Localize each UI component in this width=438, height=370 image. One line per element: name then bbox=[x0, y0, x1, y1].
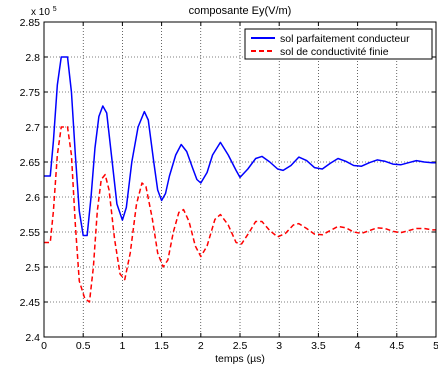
x-tick-label: 2 bbox=[198, 340, 204, 352]
legend-label-series-2: sol de conductivité finie bbox=[280, 46, 389, 58]
x-tick-label: 2.5 bbox=[233, 340, 248, 352]
y-tick-label: 2.45 bbox=[20, 297, 41, 309]
x-tick-label: 1.5 bbox=[154, 340, 169, 352]
y-tick-label: 2.65 bbox=[20, 157, 41, 169]
y-tick-label: 2.85 bbox=[20, 17, 41, 29]
x-tick-label: 3 bbox=[276, 340, 282, 352]
y-tick-label: 2.75 bbox=[20, 87, 41, 99]
y-tick-label: 2.6 bbox=[25, 192, 40, 204]
y-tick-label: 2.7 bbox=[25, 122, 40, 134]
x-tick-label: 4.5 bbox=[389, 340, 404, 352]
x-tick-label: 3.5 bbox=[311, 340, 326, 352]
y-tick-label: 2.4 bbox=[25, 332, 40, 344]
legend: sol parfaitement conducteur sol de condu… bbox=[244, 28, 433, 60]
plot-area bbox=[44, 22, 436, 337]
x-axis-label: temps (µs) bbox=[215, 353, 265, 365]
legend-box bbox=[244, 28, 433, 60]
y-multiplier-exponent: 5 bbox=[53, 6, 57, 13]
x-tick-label: 0.5 bbox=[76, 340, 91, 352]
series-line-1 bbox=[44, 56, 436, 237]
chart-title: composante Ey(V/m) bbox=[189, 5, 292, 17]
y-multiplier-base: x 10 bbox=[31, 7, 50, 18]
x-tick-label: 4 bbox=[355, 340, 361, 352]
grid-lines bbox=[44, 22, 436, 337]
y-tick-label: 2.8 bbox=[25, 52, 40, 64]
y-tick-label: 2.55 bbox=[20, 227, 41, 239]
y-tick-label: 2.5 bbox=[25, 262, 40, 274]
y-multiplier: x 10 5 bbox=[31, 6, 57, 18]
x-tick-label: 1 bbox=[119, 340, 125, 352]
x-tick-label: 5 bbox=[433, 340, 438, 352]
series-line-2 bbox=[44, 126, 436, 303]
axis-ticks: 0 0.5 1 1.5 2 2.5 3 3.5 4 4.5 5 2.4 2.45 2.5 2.55 2.6 2.… bbox=[20, 17, 438, 352]
x-tick-label: 0 bbox=[41, 340, 47, 352]
series-lines bbox=[44, 56, 436, 303]
plot-frame bbox=[43, 21, 437, 338]
legend-label-series-1: sol parfaitement conducteur bbox=[280, 33, 410, 45]
